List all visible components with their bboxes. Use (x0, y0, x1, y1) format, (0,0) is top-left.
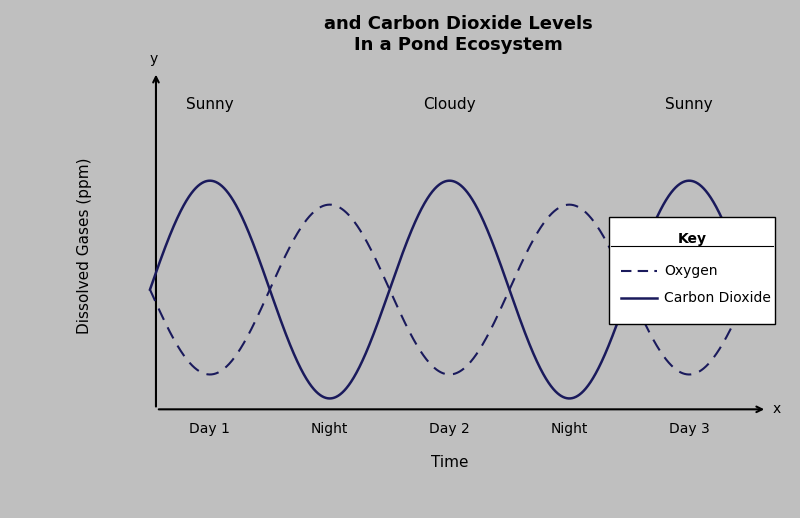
Text: Key: Key (678, 232, 706, 246)
Text: y: y (150, 52, 158, 66)
Text: Carbon Dioxide: Carbon Dioxide (664, 291, 771, 305)
Text: Oxygen: Oxygen (664, 264, 718, 278)
Title: and Carbon Dioxide Levels
In a Pond Ecosystem: and Carbon Dioxide Levels In a Pond Ecos… (324, 15, 593, 54)
Text: Sunny: Sunny (665, 97, 713, 112)
Text: Time: Time (430, 455, 468, 470)
Text: Cloudy: Cloudy (423, 97, 476, 112)
Text: Night: Night (550, 422, 588, 436)
Text: Day 1: Day 1 (190, 422, 230, 436)
Text: Day 3: Day 3 (669, 422, 710, 436)
Text: Day 2: Day 2 (429, 422, 470, 436)
Text: Dissolved Gases (ppm): Dissolved Gases (ppm) (77, 158, 91, 334)
Text: Night: Night (311, 422, 348, 436)
Text: x: x (773, 402, 782, 416)
Text: Sunny: Sunny (186, 97, 234, 112)
FancyBboxPatch shape (609, 217, 775, 324)
